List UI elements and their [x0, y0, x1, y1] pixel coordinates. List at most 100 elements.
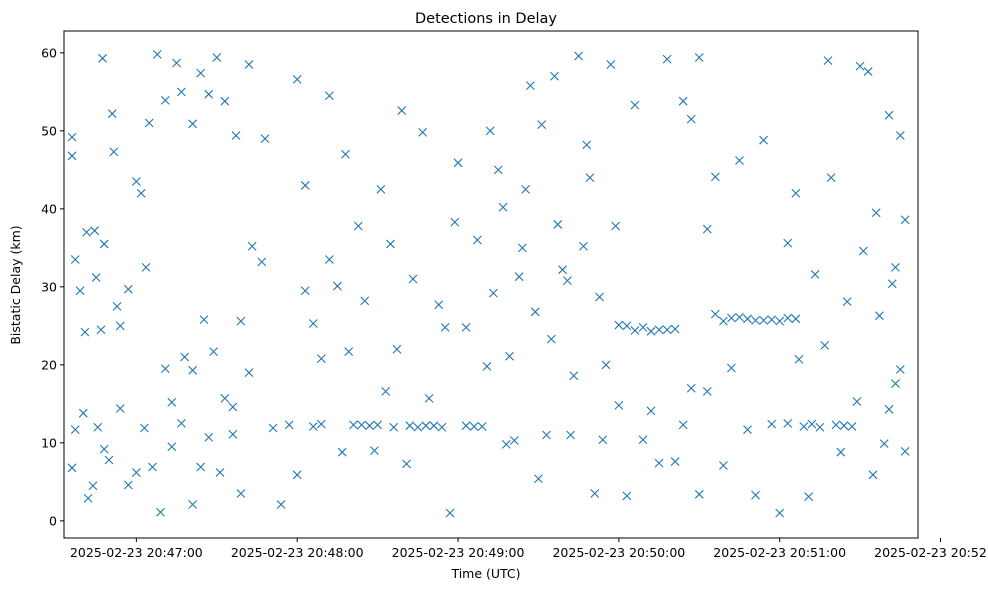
data-point: [783, 238, 793, 248]
data-point: [177, 418, 186, 428]
data-point: [526, 81, 535, 90]
data-point: [180, 352, 190, 362]
data-point: [566, 430, 575, 440]
data-point: [104, 455, 114, 465]
data-point: [767, 315, 777, 324]
data-point: [429, 421, 439, 431]
data-point: [115, 404, 125, 413]
data-point: [542, 430, 551, 440]
data-point: [152, 50, 162, 59]
data-point: [199, 315, 209, 324]
data-point: [482, 362, 492, 371]
data-point: [895, 131, 905, 140]
data-point: [144, 118, 154, 128]
data-point: [167, 397, 177, 407]
y-tick-label: 50: [41, 123, 57, 138]
data-point: [300, 181, 310, 190]
data-point: [743, 425, 752, 434]
data-point: [212, 53, 222, 62]
data-point: [160, 96, 170, 105]
data-point: [662, 325, 672, 335]
data-point: [300, 286, 310, 296]
data-point: [727, 313, 736, 323]
data-point: [670, 324, 680, 334]
data-point: [244, 368, 254, 378]
data-point: [123, 284, 133, 294]
data-point: [501, 440, 511, 449]
x-tick-label: 2025-02-23 20:47:00: [70, 545, 203, 560]
data-point: [96, 325, 106, 335]
data-point: [553, 220, 563, 229]
data-point: [563, 276, 572, 285]
data-point: [662, 54, 672, 64]
x-tick-label: 2025-02-23 20:48:00: [231, 545, 364, 560]
data-point: [188, 500, 198, 509]
data-point: [337, 447, 347, 457]
data-point: [324, 91, 334, 101]
data-point: [268, 423, 278, 433]
data-point: [521, 184, 530, 194]
data-point: [823, 56, 833, 66]
data-point: [98, 53, 107, 63]
data-point: [136, 188, 146, 198]
y-tick-label: 0: [49, 513, 57, 528]
data-point: [386, 239, 395, 249]
data-point: [80, 327, 90, 337]
data-point: [804, 492, 814, 502]
data-point: [209, 347, 218, 356]
data-point: [228, 402, 238, 412]
data-point: [123, 480, 133, 490]
data-point: [421, 421, 431, 431]
data-point: [109, 147, 119, 157]
data-point: [807, 419, 817, 429]
data-point: [836, 447, 846, 457]
data-point: [569, 371, 579, 381]
points-layer: [67, 50, 910, 518]
data-point: [820, 340, 830, 350]
chart-title: Detections in Delay: [415, 11, 557, 27]
data-point: [247, 241, 257, 251]
data-point: [884, 404, 894, 414]
data-point: [579, 241, 588, 251]
data-point: [614, 401, 624, 410]
data-point: [131, 468, 141, 477]
data-point: [107, 109, 117, 119]
data-point: [686, 383, 696, 393]
x-tick-label: 2025-02-23 20:51:00: [713, 545, 846, 560]
data-point: [418, 128, 428, 137]
data-point: [83, 493, 93, 503]
data-point: [710, 309, 720, 319]
data-point: [284, 420, 294, 430]
data-point: [646, 406, 656, 416]
data-point: [654, 458, 664, 468]
data-point: [505, 351, 514, 361]
data-point: [702, 224, 712, 234]
data-point: [376, 184, 386, 194]
x-tick-label: 2025-02-23 20:49:00: [392, 545, 525, 560]
data-point: [402, 459, 411, 469]
data-point: [775, 508, 785, 518]
data-point: [220, 96, 230, 106]
data-point: [357, 420, 366, 430]
data-point: [900, 447, 910, 456]
data-point: [598, 435, 608, 445]
data-point: [167, 442, 177, 452]
data-point: [292, 470, 302, 480]
data-point: [70, 255, 80, 264]
data-point: [344, 347, 354, 356]
data-point: [316, 354, 326, 363]
data-point: [858, 246, 868, 256]
data-point: [767, 419, 777, 429]
data-point: [546, 334, 556, 344]
data-point: [148, 462, 157, 472]
data-point: [595, 292, 604, 302]
data-point: [177, 87, 186, 97]
data-point: [308, 319, 318, 328]
data-point: [530, 307, 540, 317]
data-point: [719, 461, 728, 470]
data-point: [231, 131, 241, 140]
data-point: [172, 58, 181, 68]
data-point: [842, 297, 852, 307]
data-point: [115, 321, 125, 331]
data-point: [590, 489, 600, 498]
